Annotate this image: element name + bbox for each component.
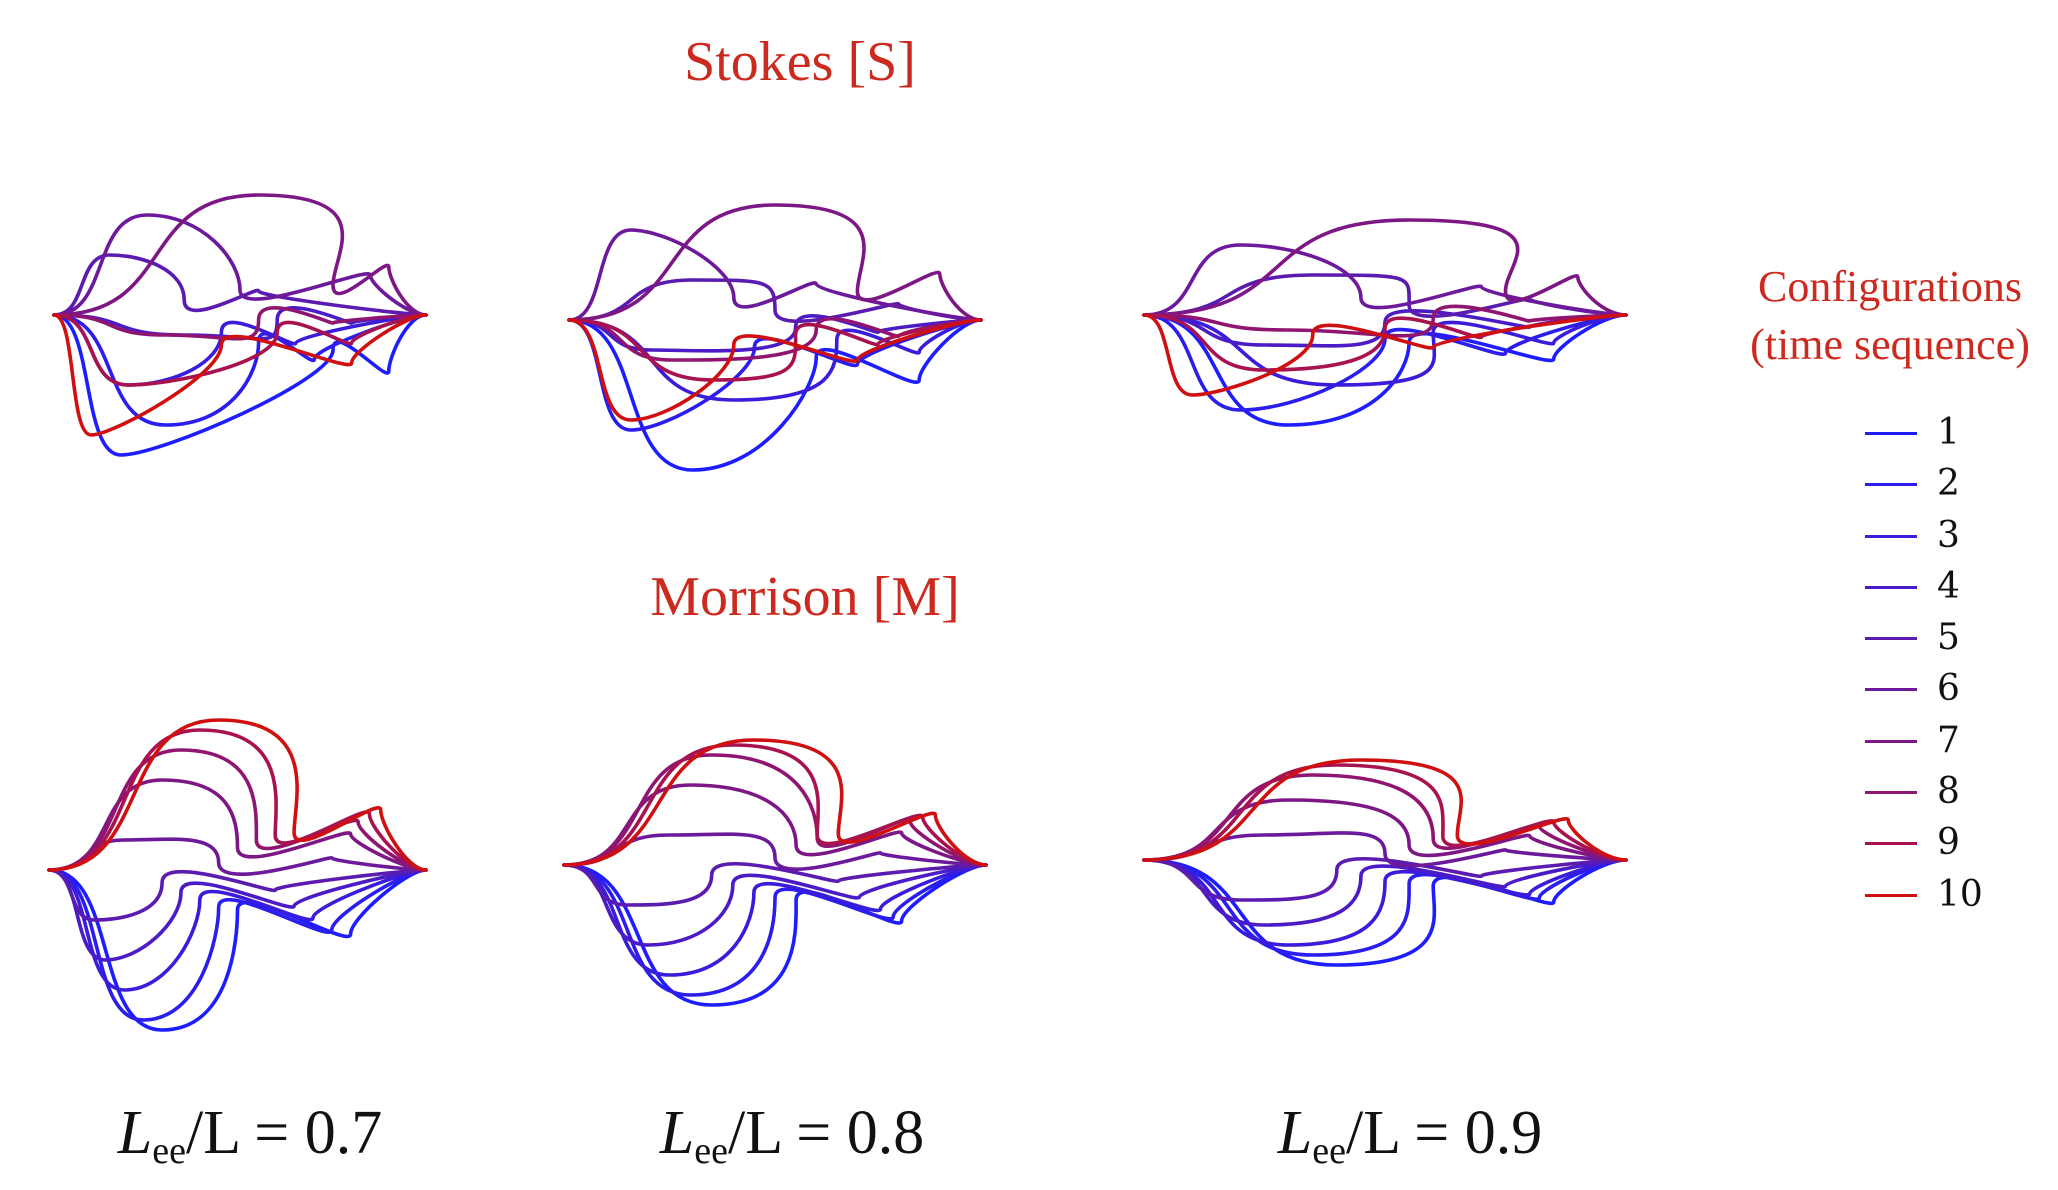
configuration-curve-7 (47, 778, 428, 872)
legend-title-line2: (time sequence) (1750, 320, 2030, 369)
legend: Configurations (time sequence) 1 2 3 4 5 6 7 8 9… (1720, 258, 2050, 915)
legend-title-line1: Configurations (1758, 262, 2022, 311)
legend-line-swatch (1865, 534, 1917, 538)
panel-stokes-0.9 (1142, 218, 1628, 427)
legend-line-swatch (1865, 791, 1917, 795)
configuration-curve-10 (1142, 313, 1628, 397)
configuration-curve-10 (47, 718, 428, 872)
configuration-curve-1 (562, 863, 988, 1007)
legend-line-swatch (1865, 637, 1917, 641)
stokes-title: Stokes [S] (684, 31, 916, 93)
legend-label: 3 (1937, 514, 1960, 556)
legend-line-swatch (1865, 585, 1917, 589)
configuration-curve-8 (1142, 304, 1628, 338)
configuration-curve-4 (47, 868, 428, 962)
configuration-curve-7 (1142, 218, 1628, 317)
configuration-curve-4 (562, 863, 988, 947)
configuration-curve-2 (1142, 858, 1628, 957)
configuration-curve-8 (52, 306, 428, 341)
configuration-curve-5 (1142, 856, 1628, 902)
configuration-curve-10 (567, 318, 983, 422)
configuration-curve-3 (1142, 313, 1628, 387)
configuration-curve-8 (47, 748, 428, 872)
configuration-curve-1 (567, 318, 983, 472)
legend-label: 2 (1937, 463, 1960, 505)
column-label-0.8: Lee/L = 0.8 (659, 1099, 925, 1172)
configuration-curve-7 (52, 193, 428, 317)
panel-morrison-0.7 (47, 718, 428, 1032)
legend-label: 10 (1937, 873, 1983, 915)
legend-label: 7 (1937, 719, 1960, 761)
configuration-curve-2 (47, 868, 428, 1022)
configuration-curve-10 (1142, 758, 1628, 862)
column-label-0.7: Lee/L = 0.7 (117, 1099, 383, 1172)
configuration-curve-1 (1142, 858, 1628, 967)
legend-label: 4 (1937, 565, 1960, 607)
configuration-curve-8 (562, 753, 988, 867)
legend-label: 8 (1937, 771, 1960, 813)
panel-morrison-0.9 (1142, 758, 1628, 967)
configuration-curve-5 (567, 278, 983, 323)
configuration-curve-1 (1142, 313, 1628, 427)
configuration-curve-9 (562, 743, 988, 867)
legend-label: 9 (1937, 822, 1960, 864)
legend-line-swatch (1865, 893, 1917, 897)
legend-line-swatch (1865, 842, 1917, 846)
panel-morrison-0.8 (562, 738, 988, 1007)
configuration-curve-7 (567, 203, 983, 322)
column-label-0.9: Lee/L = 0.9 (1277, 1099, 1543, 1172)
configuration-curve-5 (1142, 273, 1628, 318)
morrison-title: Morrison [M] (650, 566, 960, 628)
configuration-curve-8 (1142, 773, 1628, 862)
configuration-curve-5 (562, 862, 988, 907)
panel-stokes-0.7 (52, 193, 428, 457)
configuration-curve-10 (562, 738, 988, 867)
legend-label: 5 (1937, 617, 1960, 659)
configuration-curve-4 (1142, 858, 1628, 927)
legend-line-swatch (1865, 483, 1917, 487)
panel-stokes-0.8 (567, 203, 983, 472)
legend-line-swatch (1865, 432, 1917, 435)
configuration-curve-10 (52, 313, 428, 437)
legend-line-swatch (1865, 688, 1917, 692)
configuration-curve-1 (52, 313, 428, 457)
configuration-curve-3 (47, 868, 428, 992)
legend-title: Configurations (time sequence) (1720, 258, 2058, 374)
configuration-curve-5 (47, 868, 428, 922)
configuration-curve-2 (1142, 313, 1628, 412)
legend-line-swatch (1865, 739, 1917, 743)
legend-label: 1 (1937, 412, 1960, 453)
configuration-curve-6 (52, 213, 428, 317)
legend-label: 6 (1937, 668, 1960, 710)
configuration-curve-5 (52, 253, 428, 317)
configuration-curve-9 (47, 728, 428, 872)
